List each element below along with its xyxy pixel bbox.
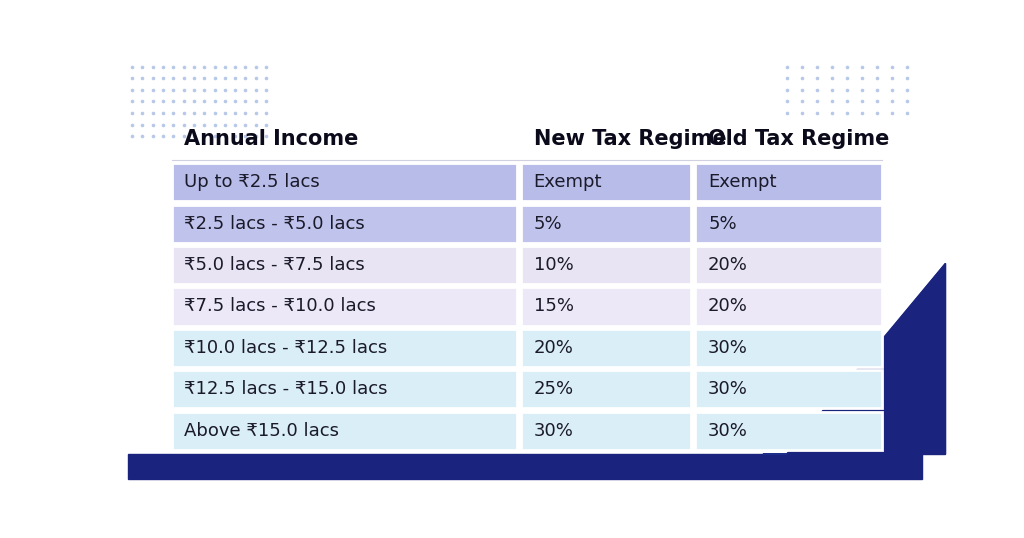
Text: 5%: 5% xyxy=(709,215,736,232)
FancyBboxPatch shape xyxy=(172,370,517,408)
FancyBboxPatch shape xyxy=(521,246,691,284)
FancyBboxPatch shape xyxy=(695,163,882,201)
Text: 15%: 15% xyxy=(534,298,573,315)
FancyBboxPatch shape xyxy=(521,163,691,201)
FancyBboxPatch shape xyxy=(521,412,691,450)
Text: 30%: 30% xyxy=(534,422,573,440)
Text: ₹10.0 lacs - ₹12.5 lacs: ₹10.0 lacs - ₹12.5 lacs xyxy=(184,339,388,357)
Text: 25%: 25% xyxy=(534,380,573,398)
Text: 10%: 10% xyxy=(534,256,573,274)
Text: ₹7.5 lacs - ₹10.0 lacs: ₹7.5 lacs - ₹10.0 lacs xyxy=(184,298,376,315)
Text: 30%: 30% xyxy=(709,339,748,357)
FancyBboxPatch shape xyxy=(172,329,517,367)
Text: Exempt: Exempt xyxy=(534,173,602,191)
Text: Up to ₹2.5 lacs: Up to ₹2.5 lacs xyxy=(184,173,321,191)
Text: 20%: 20% xyxy=(709,298,748,315)
Text: 30%: 30% xyxy=(709,422,748,440)
Text: Old Tax Regime: Old Tax Regime xyxy=(709,129,890,149)
Text: 20%: 20% xyxy=(534,339,573,357)
FancyBboxPatch shape xyxy=(172,287,517,325)
Polygon shape xyxy=(128,454,922,479)
Text: ₹5.0 lacs - ₹7.5 lacs: ₹5.0 lacs - ₹7.5 lacs xyxy=(184,256,366,274)
Text: ₹2.5 lacs - ₹5.0 lacs: ₹2.5 lacs - ₹5.0 lacs xyxy=(184,215,366,232)
FancyBboxPatch shape xyxy=(695,204,882,243)
FancyBboxPatch shape xyxy=(172,163,517,201)
FancyBboxPatch shape xyxy=(695,246,882,284)
Text: 5%: 5% xyxy=(534,215,562,232)
FancyBboxPatch shape xyxy=(521,287,691,325)
FancyBboxPatch shape xyxy=(172,246,517,284)
Text: ₹12.5 lacs - ₹15.0 lacs: ₹12.5 lacs - ₹15.0 lacs xyxy=(184,380,388,398)
Text: 30%: 30% xyxy=(709,380,748,398)
Text: Annual Income: Annual Income xyxy=(184,129,358,149)
FancyBboxPatch shape xyxy=(695,329,882,367)
FancyBboxPatch shape xyxy=(521,370,691,408)
FancyBboxPatch shape xyxy=(172,412,517,450)
Text: Exempt: Exempt xyxy=(709,173,776,191)
FancyBboxPatch shape xyxy=(172,204,517,243)
Text: Above ₹15.0 lacs: Above ₹15.0 lacs xyxy=(184,422,339,440)
Polygon shape xyxy=(786,264,945,454)
FancyBboxPatch shape xyxy=(521,329,691,367)
Polygon shape xyxy=(763,264,945,454)
Text: 20%: 20% xyxy=(709,256,748,274)
FancyBboxPatch shape xyxy=(695,370,882,408)
Text: New Tax Regime: New Tax Regime xyxy=(534,129,726,149)
FancyBboxPatch shape xyxy=(695,287,882,325)
FancyBboxPatch shape xyxy=(521,204,691,243)
FancyBboxPatch shape xyxy=(695,412,882,450)
